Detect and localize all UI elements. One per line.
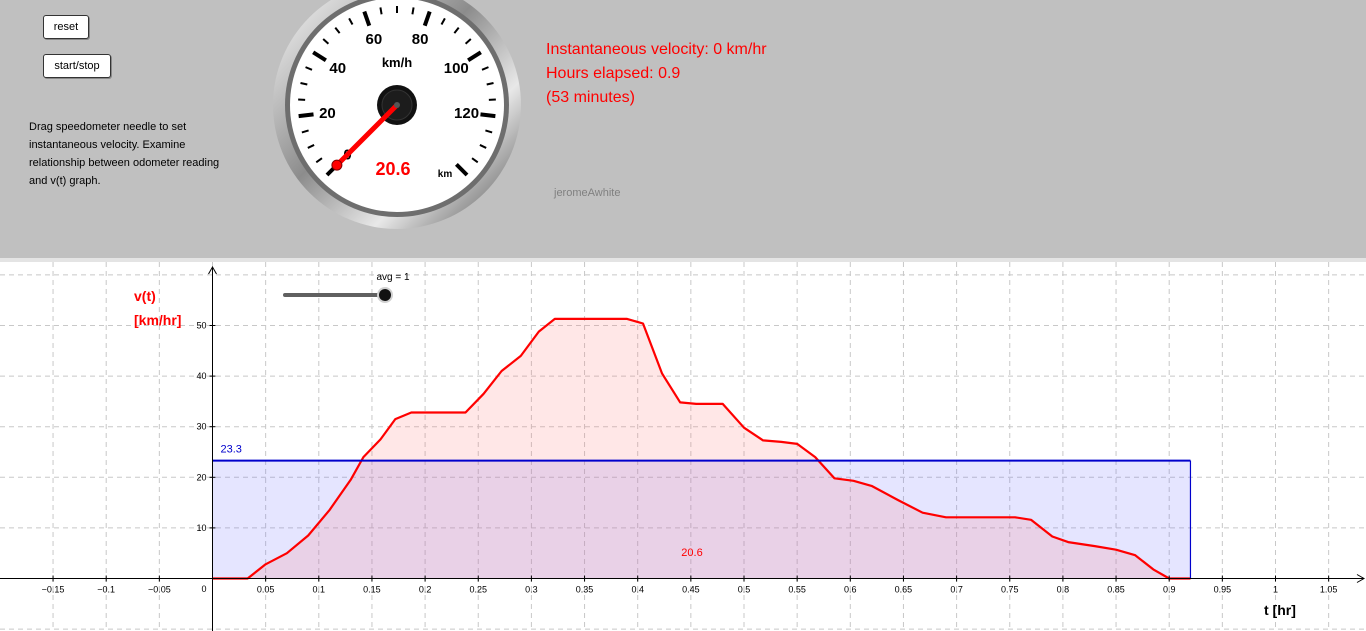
gauge-major-tick	[422, 10, 432, 27]
gauge-minor-tick	[301, 129, 309, 134]
gauge-minor-tick	[379, 7, 383, 15]
gauge-major-tick	[312, 50, 327, 63]
x-tick-label: 0.9	[1163, 585, 1176, 595]
x-tick-label: 0.55	[788, 585, 806, 595]
control-panel	[0, 0, 1366, 258]
x-tick-labels: −0.15 −0.1 −0.05 0.05 0.1 0.15 0.2 0.25 0.3 0.35 0…	[42, 575, 1338, 595]
velocity-readout: Instantaneous velocity: 0 km/hr	[546, 41, 767, 58]
x-tick-label: 0.85	[1107, 585, 1125, 595]
gauge-minor-tick	[322, 38, 330, 45]
x-tick-label: 0.75	[1001, 585, 1019, 595]
gauge-minor-tick	[348, 17, 354, 25]
gauge-number: 20	[319, 105, 336, 122]
gauge-minor-tick	[334, 26, 341, 34]
gauge-minor-tick	[315, 157, 323, 164]
speedometer: 020406080100120 km/h 20.6 km	[273, 0, 521, 229]
minutes-readout: (53 minutes)	[546, 89, 635, 106]
x-axis-arrow	[1356, 574, 1366, 583]
average-value-label: 23.3	[221, 444, 242, 456]
instructions-text: Drag speedometer needle to set instantan…	[29, 121, 220, 187]
odometer-unit: km	[438, 169, 453, 180]
gauge-unit-label: km/h	[382, 55, 412, 70]
y-axis-label: v(t)	[134, 288, 156, 304]
gauge-numbers: 020406080100120	[319, 31, 479, 164]
y-tick-label: 50	[196, 321, 206, 331]
x-tick-label: 0.45	[682, 585, 700, 595]
gauge-minor-tick	[481, 66, 489, 71]
reset-button[interactable]: reset	[43, 15, 89, 39]
x-tick-label: 0.05	[257, 585, 275, 595]
author-credit: jeromeAwhite	[554, 187, 621, 199]
gauge-minor-tick	[464, 38, 472, 45]
gauge-ticks	[298, 6, 496, 177]
x-tick-label: 1	[1273, 585, 1278, 595]
x-tick-label: −0.05	[148, 585, 171, 595]
slider-knob[interactable]	[379, 289, 391, 301]
speedometer-needle[interactable]	[334, 102, 400, 168]
needle-drag-handle[interactable]	[331, 159, 343, 171]
x-tick-label: −0.15	[42, 585, 65, 595]
gauge-major-tick	[298, 112, 314, 119]
gauge-major-tick	[362, 10, 372, 27]
x-tick-label: 0.8	[1057, 585, 1070, 595]
x-tick-label: 0.2	[419, 585, 432, 595]
start-stop-button[interactable]: start/stop	[43, 54, 111, 78]
average-velocity-area	[212, 460, 1191, 579]
hours-readout: Hours elapsed: 0.9	[546, 65, 681, 82]
x-tick-label: 1.05	[1320, 585, 1338, 595]
gauge-minor-tick	[471, 157, 479, 164]
x-tick-label: 0.1	[313, 585, 326, 595]
origin-label: 0	[201, 584, 206, 594]
gauge-minor-tick	[485, 129, 493, 134]
x-tick-label: 0.3	[525, 585, 538, 595]
gauge-minor-tick	[453, 26, 460, 34]
velocity-area	[212, 318, 1191, 579]
readout-panel: Instantaneous velocity: 0 km/hr Hours el…	[546, 38, 767, 110]
x-tick-label: 0.65	[895, 585, 913, 595]
x-tick-label: 0.15	[363, 585, 381, 595]
gauge-minor-tick	[300, 81, 308, 86]
slider-label: avg = 1	[376, 272, 410, 283]
gauge-number: 80	[412, 31, 429, 48]
gauge-minor-tick	[479, 144, 487, 149]
gauge-minor-tick	[307, 144, 315, 149]
velocity-curve	[212, 317, 1191, 580]
x-axis-label: t [hr]	[1264, 602, 1296, 618]
odometer-value: 20.6	[375, 159, 410, 179]
area-value-label: 20.6	[681, 547, 702, 559]
gauge-number: 40	[329, 60, 346, 77]
gauge-major-tick	[480, 112, 496, 119]
gauge-minor-tick	[486, 81, 494, 86]
x-tick-label: −0.1	[97, 585, 115, 595]
x-tick-label: 0.25	[469, 585, 487, 595]
x-tick-label: 0.95	[1214, 585, 1232, 595]
gauge-major-tick	[454, 162, 469, 177]
y-axis-unit-label: [km/hr]	[134, 312, 181, 328]
y-tick-labels: 10 20 30 40 50	[196, 321, 216, 533]
y-tick-label: 10	[196, 523, 206, 533]
gauge-minor-tick	[411, 7, 415, 15]
panel-divider	[0, 258, 1366, 262]
x-tick-label: 0.35	[576, 585, 594, 595]
gauge-major-tick	[467, 50, 482, 63]
gauge-number: 60	[366, 31, 383, 48]
gauge-minor-tick	[305, 66, 313, 71]
x-tick-label: 0.5	[738, 585, 751, 595]
y-tick-label: 40	[196, 371, 206, 381]
gauge-number: 100	[444, 60, 469, 77]
x-tick-label: 0.4	[631, 585, 644, 595]
x-tick-label: 0.6	[844, 585, 857, 595]
gauge-minor-tick	[440, 17, 446, 25]
x-tick-label: 0.7	[950, 585, 963, 595]
y-tick-label: 20	[196, 472, 206, 482]
gauge-number: 120	[454, 105, 479, 122]
y-tick-label: 30	[196, 422, 206, 432]
y-axis-arrow	[208, 265, 217, 275]
velocity-graph: −0.15 −0.1 −0.05 0.05 0.1 0.15 0.2 0.25 0.3 0.35 0…	[0, 262, 1366, 631]
